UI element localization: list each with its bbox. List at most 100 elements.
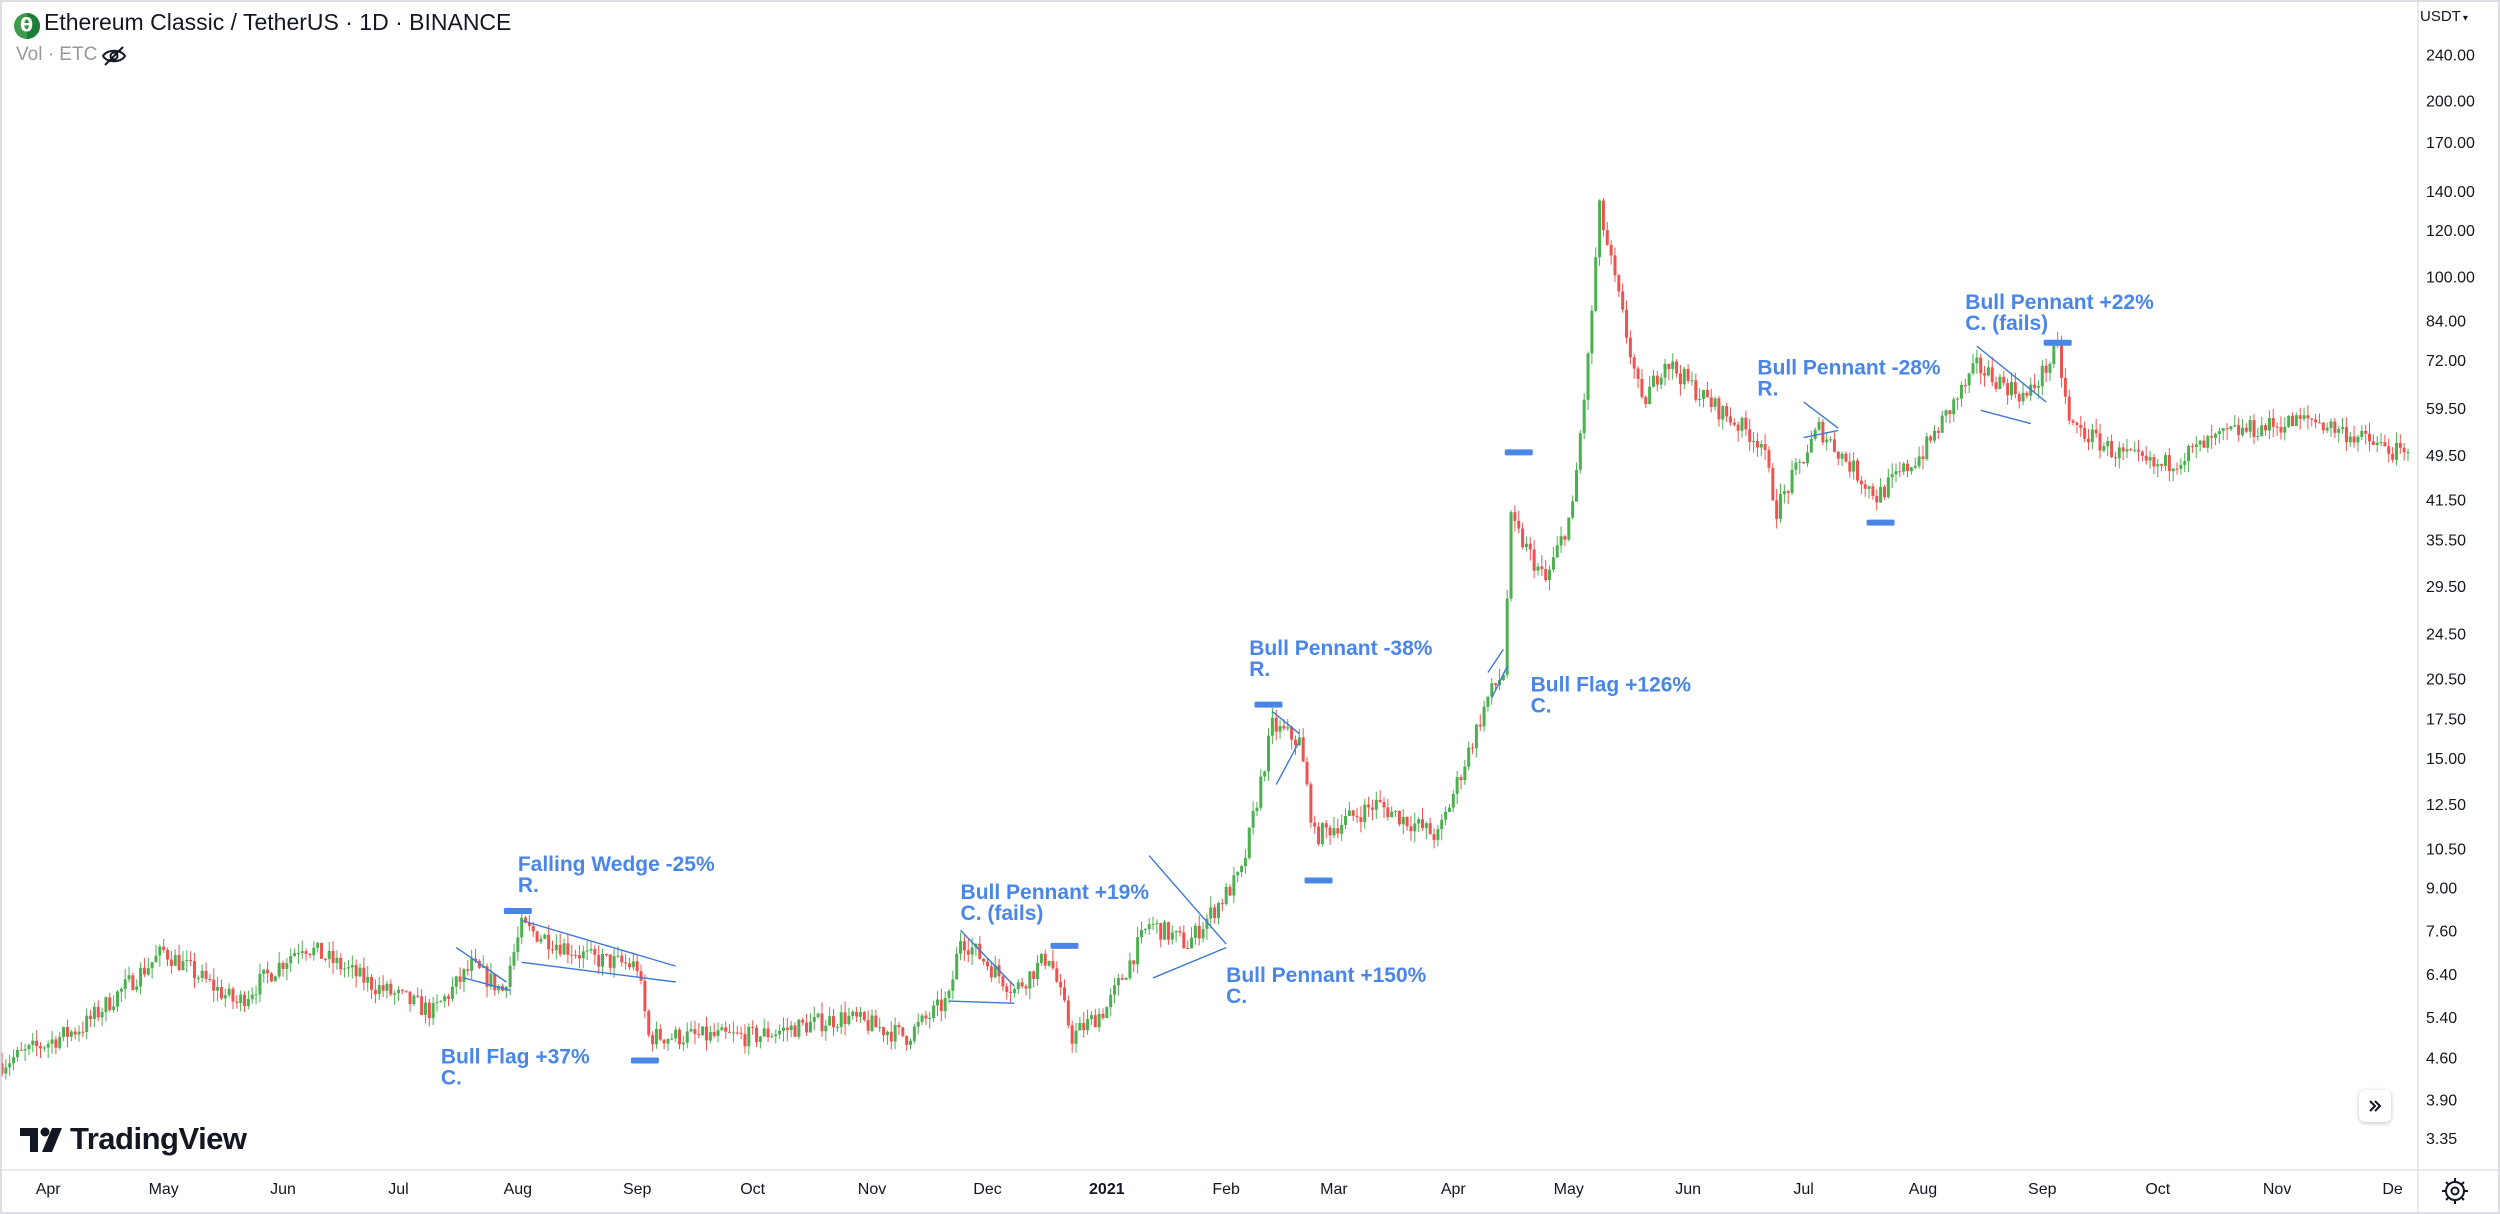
candle-up: [2183, 460, 2187, 465]
candle-down: [1836, 451, 1840, 459]
candle-down: [570, 954, 574, 956]
price-tick-label: 59.50: [2426, 401, 2466, 418]
candle-up: [2090, 429, 2094, 443]
candle-up: [716, 1030, 720, 1036]
candle-down: [1070, 1025, 1074, 1044]
candle-down: [323, 958, 327, 960]
eye-off-icon[interactable]: [100, 44, 128, 68]
candle-down: [2368, 433, 2372, 442]
candle-up: [62, 1027, 66, 1037]
candle-up: [731, 1032, 735, 1034]
level-marker: [630, 1057, 659, 1064]
candle-up: [8, 1063, 12, 1068]
candle-down: [1686, 368, 1690, 382]
candle-up: [2329, 421, 2333, 428]
candle-up: [1224, 886, 1228, 905]
candle-down: [2033, 384, 2037, 388]
candle-up: [1413, 823, 1417, 832]
candle-up: [1598, 200, 1602, 258]
candle-down: [651, 1035, 655, 1045]
pattern-annotation-line: Falling Wedge -25%: [518, 853, 715, 876]
candle-up: [2256, 435, 2260, 437]
candle-up: [1286, 727, 1290, 729]
candle-up: [227, 988, 231, 996]
candle-down: [755, 1027, 759, 1042]
candle-up: [1467, 747, 1471, 767]
candle-down: [939, 999, 943, 1012]
level-marker: [1504, 449, 1533, 456]
candle-down: [704, 1026, 708, 1041]
symbol-title[interactable]: Ethereum Classic / TetherUS · 1D · BINAN…: [44, 9, 512, 35]
candle-up: [77, 1031, 81, 1035]
candle-up: [1690, 380, 1694, 382]
candle-down: [308, 953, 312, 956]
candle-up: [589, 949, 593, 951]
price-tick-label: 170.00: [2426, 135, 2475, 152]
candle-up: [1147, 924, 1151, 929]
candle-up: [2406, 452, 2410, 454]
candle-up: [289, 956, 293, 964]
price-tick-label: 15.00: [2426, 751, 2466, 768]
candle-down: [1062, 987, 1066, 1001]
price-tick-label: 24.50: [2426, 626, 2466, 643]
pattern-annotation-line: Bull Pennant +150%: [1226, 964, 1426, 987]
candle-up: [2117, 447, 2121, 459]
candle-down: [966, 950, 970, 955]
candle-down: [647, 1011, 651, 1036]
candle-down: [608, 954, 612, 968]
candle-down: [192, 961, 196, 979]
candle-down: [1709, 397, 1713, 407]
volume-indicator-label[interactable]: Vol · ETC: [16, 44, 98, 65]
candle-down: [1717, 398, 1721, 420]
candle-up: [835, 1027, 839, 1029]
candle-up: [2133, 449, 2137, 451]
candle-down: [339, 957, 343, 970]
candle-up: [920, 1015, 924, 1022]
candle-up: [1205, 918, 1209, 929]
currency-selector[interactable]: USDT ▾: [2420, 8, 2468, 25]
candle-up: [139, 967, 143, 987]
candle-up: [612, 956, 616, 968]
candle-up: [258, 973, 262, 995]
candle-up: [774, 1034, 778, 1037]
candle-up: [520, 917, 524, 938]
candle-up: [1536, 566, 1540, 571]
pattern-trendline: [521, 919, 676, 967]
candle-down: [1197, 925, 1201, 939]
scroll-to-realtime-button[interactable]: [2359, 1090, 2391, 1122]
candle-up: [343, 968, 347, 970]
etc-logo-icon: θ: [14, 13, 40, 39]
candle-up: [1721, 406, 1725, 420]
pattern-trendline: [1148, 855, 1227, 945]
candle-down: [801, 1019, 805, 1023]
candle-up: [2009, 382, 2013, 396]
candle-up: [762, 1028, 766, 1037]
candle-up: [935, 999, 939, 1006]
candle-down: [331, 950, 335, 964]
candle-down: [1324, 823, 1328, 828]
candle-up: [1809, 438, 1813, 453]
pattern-trendline: [1152, 946, 1227, 979]
candle-up: [1759, 443, 1763, 448]
candle-down: [1132, 960, 1136, 965]
candle-up: [1263, 771, 1267, 777]
candle-down: [2063, 377, 2067, 397]
candle-down: [2202, 440, 2206, 448]
time-axis[interactable]: Apr May Jun Jul Aug Sep Oct Nov Dec 2021 Feb Mar Apr…: [36, 1181, 2403, 1198]
candle-down: [978, 943, 982, 959]
candle-up: [1956, 398, 1960, 400]
pattern-annotation-line: C. (fails): [961, 902, 1044, 925]
candle-up: [1932, 430, 1936, 441]
candle-down: [1621, 291, 1625, 310]
level-marker: [2043, 339, 2072, 346]
candle-up: [1582, 399, 1586, 434]
candle-up: [2148, 457, 2152, 461]
time-tick-label: Dec: [973, 1181, 1001, 1198]
pattern-annotation-line: R.: [518, 874, 539, 897]
price-axis[interactable]: 240.00 200.00 170.00 140.00 120.00 100.00 84.0…: [2426, 47, 2475, 1148]
candle-down: [1428, 823, 1432, 835]
candle-down: [1802, 461, 1806, 464]
settings-gear-icon[interactable]: [2438, 1174, 2472, 1208]
